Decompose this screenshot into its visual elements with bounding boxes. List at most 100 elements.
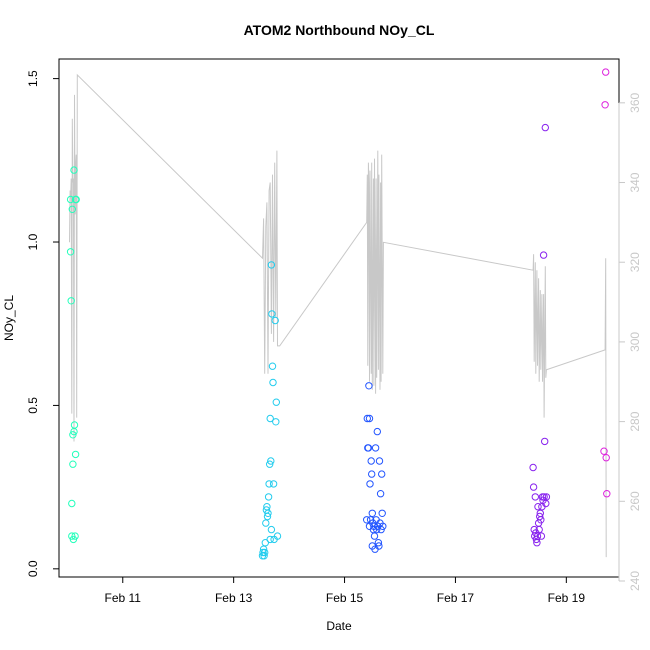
- data-point: [542, 493, 551, 501]
- data-point: [70, 421, 79, 429]
- data-point: [535, 525, 543, 534]
- data-point: [533, 532, 542, 540]
- data-point: [540, 493, 548, 501]
- y2-tick-label: 340: [628, 172, 642, 192]
- data-point: [264, 509, 272, 517]
- y2-tick-label: 360: [628, 92, 642, 112]
- data-point: [378, 470, 386, 478]
- data-point: [600, 447, 608, 455]
- x-axis-label: Date: [326, 619, 352, 633]
- data-point: [601, 101, 609, 109]
- series-2: [258, 261, 282, 560]
- data-point: [268, 362, 277, 370]
- data-point: [375, 542, 383, 550]
- y-tick-label: 1.0: [26, 233, 40, 250]
- data-point: [537, 532, 546, 540]
- data-point: [66, 248, 75, 256]
- y2-tick-label: 300: [628, 332, 642, 352]
- data-point: [68, 205, 77, 214]
- data-point: [602, 68, 610, 76]
- data-point: [68, 499, 76, 508]
- data-point: [536, 512, 544, 521]
- data-point: [365, 382, 373, 390]
- data-point: [267, 261, 276, 269]
- x-axis: Feb 11 Feb 13 Feb 15 Feb 17 Feb 19: [105, 576, 586, 605]
- data-point: [260, 552, 268, 560]
- data-point: [261, 539, 269, 547]
- data-point: [529, 463, 537, 472]
- data-point: [373, 427, 381, 436]
- data-point: [376, 490, 385, 498]
- y-axis-label: NOy_CL: [2, 295, 16, 341]
- data-point: [529, 483, 538, 491]
- data-point: [269, 378, 277, 387]
- y2-tick-label: 260: [628, 491, 642, 511]
- data-point: [266, 414, 274, 423]
- secondary-trace-line: [69, 73, 607, 558]
- data-point: [375, 457, 384, 465]
- series-1: [66, 166, 80, 544]
- y-axis-right: 240 260 280 300 320 340 360: [618, 92, 642, 591]
- data-point: [373, 525, 381, 534]
- data-point: [364, 444, 373, 452]
- data-point: [266, 460, 274, 468]
- data-point: [271, 316, 279, 325]
- data-point: [71, 450, 80, 459]
- data-point: [368, 509, 376, 517]
- y-tick-label: 0.0: [26, 560, 40, 577]
- data-point: [378, 509, 386, 517]
- data-point: [365, 414, 374, 423]
- data-point: [263, 512, 272, 521]
- data-point: [66, 195, 75, 204]
- y-tick-label: 1.5: [26, 70, 40, 87]
- data-point: [71, 532, 79, 540]
- series-3: [363, 382, 387, 553]
- x-tick-label: Feb 13: [215, 591, 253, 605]
- data-point: [363, 516, 371, 524]
- data-point: [261, 548, 269, 557]
- data-point: [69, 431, 77, 439]
- data-point: [363, 414, 371, 423]
- data-point: [266, 535, 274, 544]
- data-point: [537, 516, 545, 524]
- data-point: [268, 310, 276, 318]
- data-point: [67, 297, 75, 305]
- data-point: [603, 490, 611, 498]
- y-axis-left: 0.0 0.5 1.0 1.5: [26, 70, 60, 577]
- data-point: [371, 444, 380, 452]
- data-point: [541, 123, 549, 132]
- data-point: [368, 470, 376, 478]
- data-point: [272, 418, 280, 426]
- data-point: [602, 454, 610, 462]
- data-point: [532, 535, 541, 544]
- data-point: [366, 480, 374, 488]
- y-tick-label: 0.5: [26, 397, 40, 414]
- x-tick-label: Feb 15: [326, 591, 364, 605]
- series-5: [600, 68, 611, 498]
- data-point: [70, 166, 78, 174]
- data-point: [367, 457, 375, 465]
- secondary-trace-layer: [69, 73, 607, 558]
- data-point: [267, 457, 275, 465]
- data-point: [379, 522, 387, 530]
- chart-title: ATOM2 Northbound NOy_CL: [244, 22, 435, 38]
- data-point: [534, 503, 542, 511]
- data-point: [531, 493, 539, 501]
- data-point: [262, 519, 270, 527]
- x-tick-label: Feb 19: [548, 591, 586, 605]
- data-point: [265, 480, 273, 488]
- scatter-points-layer: [66, 68, 611, 560]
- data-point: [272, 398, 280, 406]
- series-4: [529, 123, 551, 547]
- data-point: [273, 532, 282, 540]
- data-point: [267, 525, 276, 534]
- y2-tick-label: 280: [628, 411, 642, 431]
- y2-tick-label: 320: [628, 252, 642, 272]
- x-tick-label: Feb 17: [437, 591, 475, 605]
- data-point: [72, 195, 80, 204]
- data-point: [541, 437, 549, 446]
- data-point: [374, 539, 383, 547]
- y2-tick-label: 240: [628, 571, 642, 591]
- data-point: [539, 251, 548, 259]
